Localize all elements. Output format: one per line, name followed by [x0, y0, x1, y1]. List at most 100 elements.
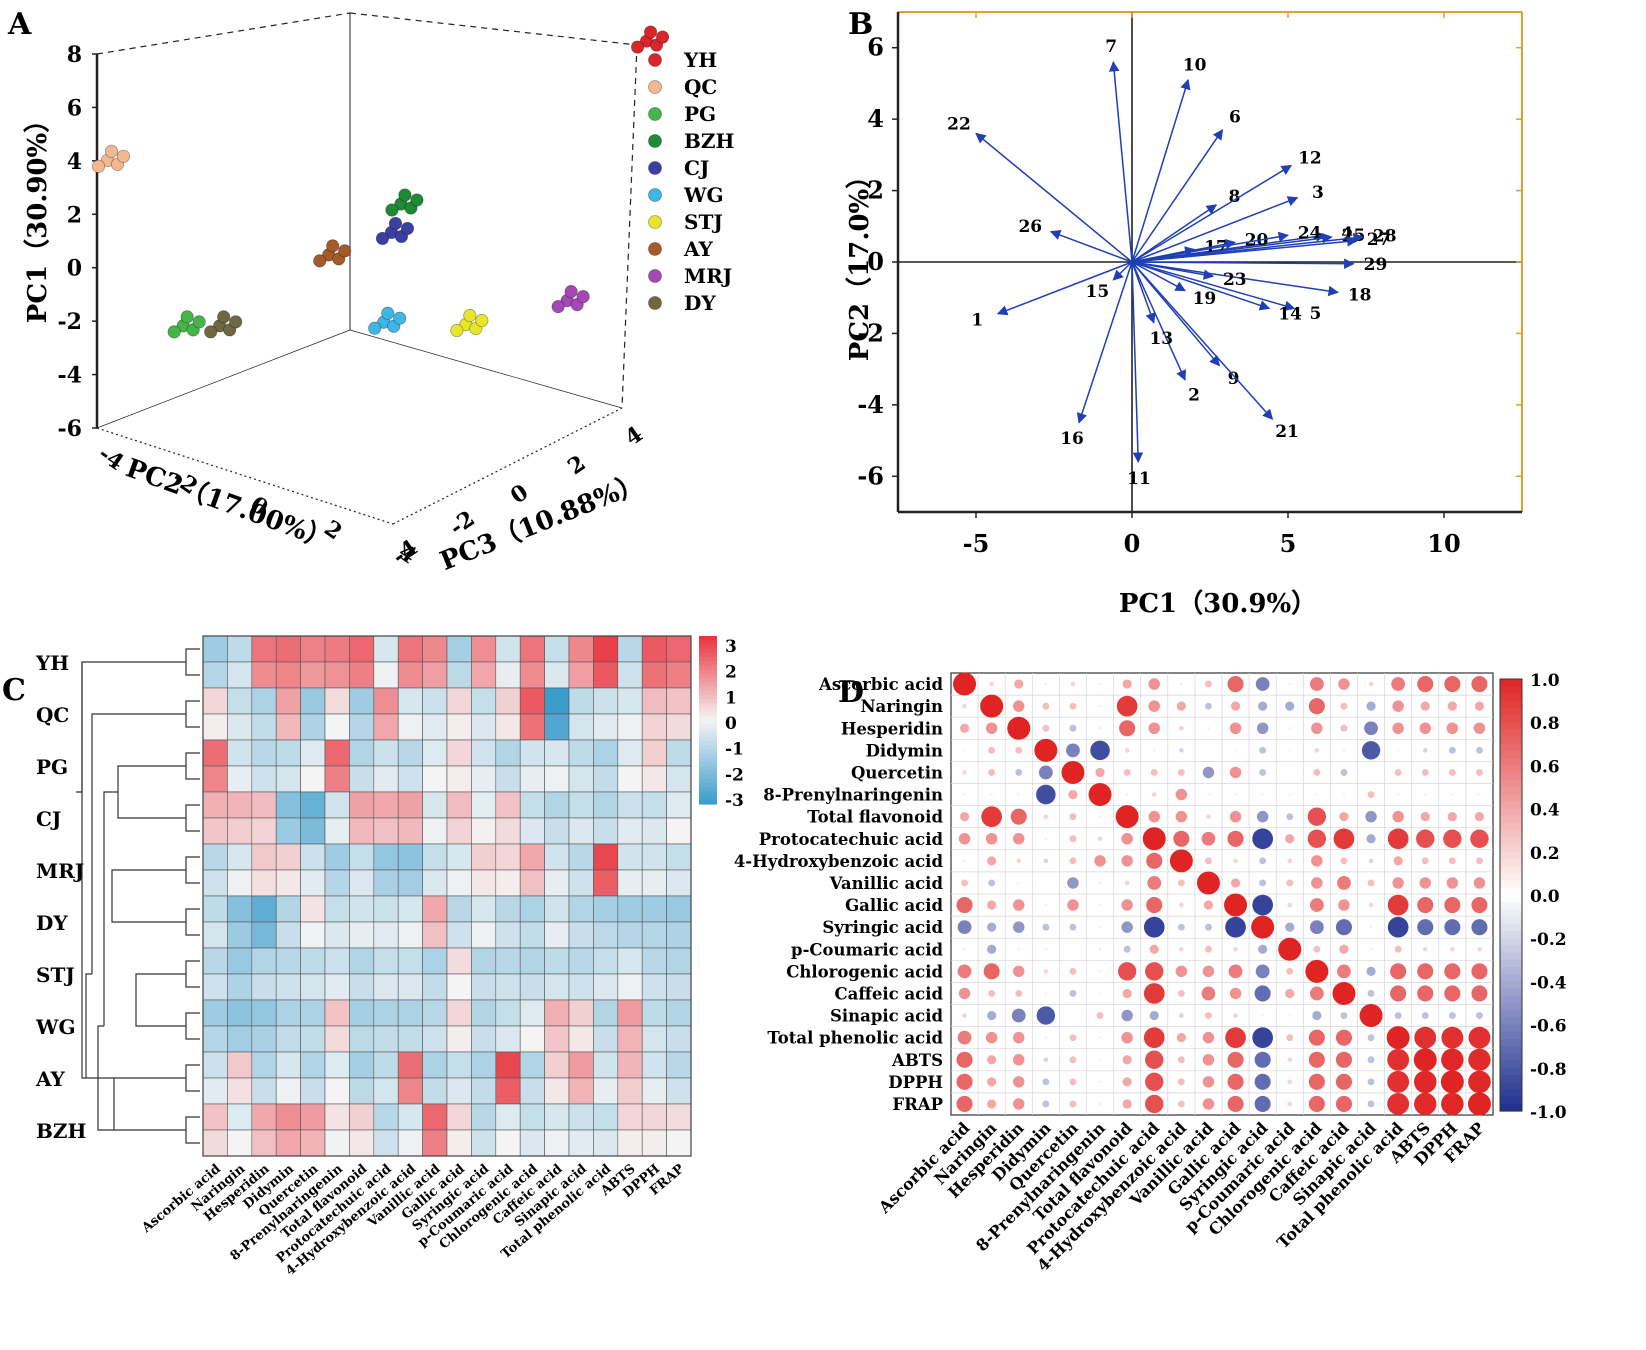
heatmap-cell: [397, 947, 423, 975]
heatmap-cell: [568, 765, 594, 793]
correlation-circle: [1224, 893, 1248, 917]
heatmap-cell: [300, 765, 326, 793]
heatmap-cell: [349, 1025, 375, 1053]
dendrogram-branch: [85, 973, 92, 1078]
correlation-circle: [1422, 748, 1428, 753]
correlation-circle: [1365, 810, 1377, 823]
heatmap-cell: [495, 713, 521, 741]
correlation-circle: [1013, 1076, 1025, 1088]
heatmap-cell: [593, 1077, 619, 1105]
correlation-circle: [1069, 702, 1077, 710]
correlation-circle: [1308, 1073, 1325, 1090]
heatmap-cell: [300, 661, 326, 689]
correlation-circle: [1448, 769, 1456, 776]
point-stj: [463, 308, 477, 323]
correlation-circle: [1312, 1010, 1322, 1021]
heatmap-cell: [397, 921, 423, 949]
heatmap-cell: [422, 817, 448, 845]
heatmap-cell: [519, 765, 545, 793]
row-label: 8-Prenylnaringenin: [763, 786, 943, 805]
correlation-circle: [1038, 765, 1053, 780]
correlation-circle: [1090, 740, 1110, 761]
correlation-circle: [1234, 793, 1237, 796]
heatmap-cell: [519, 921, 545, 949]
vector-arrow: [1131, 204, 1218, 263]
heatmap-row-label-mrj: MRJ: [36, 859, 84, 883]
correlation-circle: [963, 859, 966, 863]
colorbar-segment: [699, 762, 717, 767]
correlation-circle: [1419, 877, 1431, 889]
heatmap-cell: [251, 817, 277, 845]
legend-marker-stj: [648, 215, 662, 229]
heatmap-cell: [471, 791, 497, 819]
heatmap-cell: [446, 947, 472, 975]
correlation-circle: [1205, 857, 1212, 865]
heatmap-cell: [397, 1025, 423, 1053]
colorbar-segment: [1500, 1060, 1522, 1069]
correlation-circle: [1013, 965, 1025, 978]
heatmap-cell: [666, 895, 692, 923]
correlation-circle: [1066, 743, 1080, 758]
heatmap-cell: [666, 1103, 692, 1131]
correlation-circle: [1339, 812, 1349, 822]
heatmap-cell: [300, 1051, 326, 1079]
correlation-circle: [1017, 948, 1020, 951]
pc1-tick-label: 0: [67, 256, 82, 282]
correlation-circle: [1227, 1073, 1244, 1090]
correlation-circle: [1448, 746, 1456, 754]
correlation-circle: [1473, 877, 1486, 889]
colorbar-segment: [1500, 902, 1522, 910]
heatmap-cell: [349, 817, 375, 845]
heatmap-cell: [519, 791, 545, 819]
heatmap-cell: [422, 999, 448, 1027]
correlation-circle: [1202, 965, 1215, 978]
heatmap-cell: [593, 895, 619, 923]
correlation-circle: [1121, 1009, 1133, 1022]
correlation-circle: [1229, 987, 1242, 1000]
heatmap-cell: [373, 765, 399, 793]
vector-arrow: [1131, 232, 1364, 263]
correlation-circle: [1471, 897, 1488, 914]
heatmap-cell: [373, 817, 399, 845]
correlation-circle: [1176, 701, 1186, 711]
colorbar-segment: [699, 665, 717, 671]
heatmap-cell: [324, 1051, 350, 1079]
correlation-circle: [1098, 903, 1102, 907]
correlation-circle: [1094, 855, 1106, 867]
heatmap-cell: [495, 999, 521, 1027]
heatmap-cell: [324, 817, 350, 845]
point-qc: [104, 144, 119, 158]
heatmap-cell: [275, 999, 301, 1027]
heatmap-cell: [593, 1103, 619, 1131]
correlation-circle: [1251, 915, 1275, 939]
point-bzh: [385, 203, 399, 217]
correlation-circle: [1013, 1098, 1025, 1110]
legend-marker-wg: [648, 188, 662, 202]
colorbar-tick-label: -0.2: [1530, 930, 1567, 950]
dendrogram-branch: [185, 908, 200, 936]
correlation-circle: [1011, 1008, 1026, 1023]
correlation-circle: [1017, 881, 1020, 885]
heatmap-cell: [324, 973, 350, 1001]
correlation-circle: [1145, 962, 1164, 981]
panel-label-b: B: [848, 7, 873, 42]
point-wg: [368, 321, 382, 335]
correlation-circle: [1335, 919, 1352, 936]
colorbar-segment: [699, 724, 717, 729]
row-label: DPPH: [888, 1073, 943, 1092]
heatmap-cell: [495, 739, 521, 767]
correlation-circle: [1098, 682, 1102, 686]
correlation-circle: [1227, 830, 1244, 847]
heatmap-cell: [446, 1103, 472, 1131]
correlation-circle: [1387, 1048, 1410, 1071]
heatmap-cell: [666, 739, 692, 767]
pc1-tick-label: 6: [67, 95, 82, 121]
colorbar-segment: [699, 678, 717, 683]
correlation-circle: [1287, 902, 1293, 908]
correlation-circle: [1288, 771, 1291, 774]
heatmap-cell: [495, 947, 521, 975]
heatmap-row-label-qc: QC: [36, 703, 69, 727]
point-ay: [313, 254, 327, 268]
heatmap-cell: [275, 739, 301, 767]
heatmap-cell: [519, 661, 545, 689]
